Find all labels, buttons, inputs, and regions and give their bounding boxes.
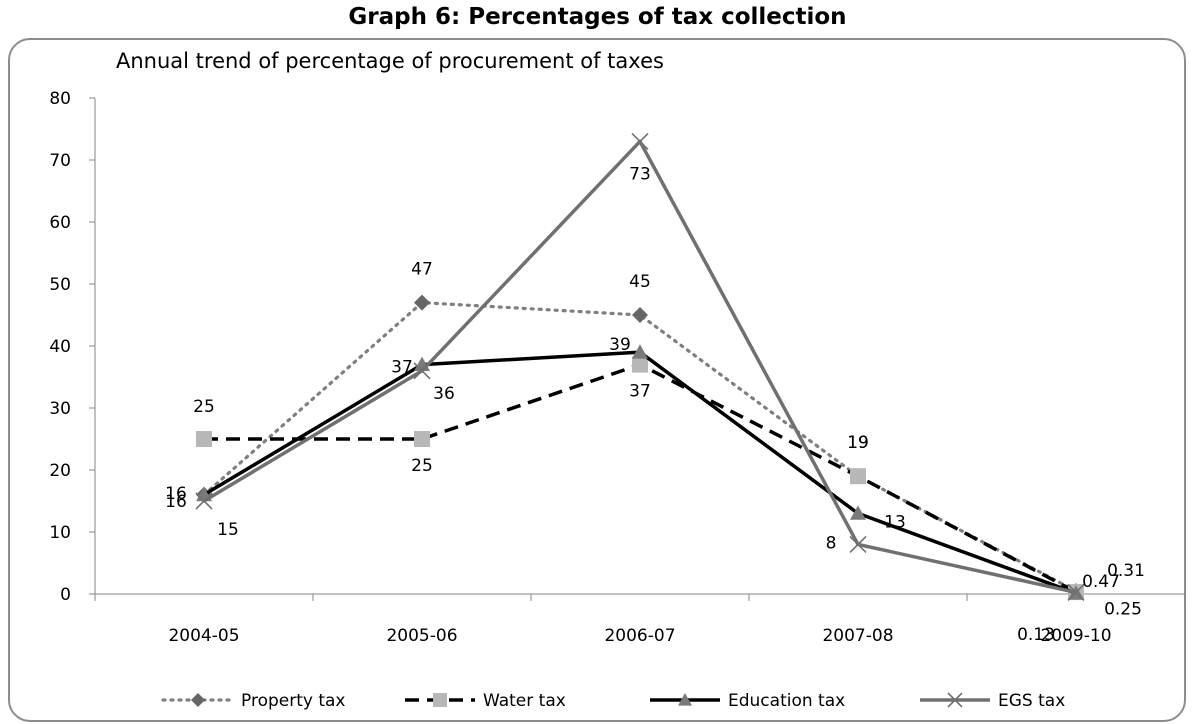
data-label: 45	[629, 272, 651, 292]
x-tick-label: 2006-07	[604, 626, 675, 646]
data-label: 0.47	[1082, 572, 1120, 592]
data-label: 37	[629, 382, 651, 402]
data-label: 19	[847, 433, 869, 453]
data-label: 37	[391, 358, 413, 378]
data-labels: 164745190.47252537190.31163739130.131536…	[165, 164, 1145, 645]
y-tick-label: 20	[49, 461, 71, 481]
legend-item: Education tax	[650, 691, 845, 711]
y-tick-label: 80	[49, 89, 71, 109]
legend: Property tax Water tax Education tax EGS ta…	[161, 691, 1065, 711]
legend-marker	[191, 693, 205, 707]
legend-marker	[947, 692, 963, 708]
y-tick-label: 40	[49, 337, 71, 357]
data-label: 8	[826, 533, 837, 553]
data-point	[195, 492, 213, 510]
legend-item: Water tax	[405, 691, 566, 711]
legend-item: Property tax	[161, 691, 345, 711]
data-label: 0.25	[1104, 599, 1142, 619]
x-tick-label: 2007-08	[822, 626, 893, 646]
data-label: 13	[884, 512, 906, 532]
data-label: 15	[217, 520, 239, 540]
y-tick-label: 50	[49, 275, 71, 295]
y-tick-label: 0	[60, 585, 71, 605]
data-label: 47	[411, 260, 433, 280]
data-label: 39	[609, 335, 631, 355]
data-point	[849, 535, 867, 553]
data-label: 0.13	[1017, 625, 1055, 645]
data-point	[632, 356, 648, 373]
page-heading: Graph 6: Percentages of tax collection	[348, 4, 847, 30]
data-point	[632, 344, 648, 359]
x-tick-label: 2009-10	[1040, 626, 1111, 646]
legend-marker	[678, 693, 692, 706]
data-label: 16	[165, 484, 187, 504]
y-tick-label: 30	[49, 399, 71, 419]
data-point	[414, 431, 430, 447]
data-label: 16	[165, 492, 187, 512]
data-label: 19	[847, 433, 869, 453]
x-tick-label: 2005-06	[386, 626, 457, 646]
y-tick-label: 70	[49, 151, 71, 171]
data-point	[632, 307, 648, 323]
data-label: 36	[433, 384, 455, 404]
series-line-0	[202, 301, 1078, 593]
legend-label: Education tax	[728, 691, 845, 711]
data-point	[413, 362, 431, 380]
y-tick-label: 10	[49, 523, 71, 543]
data-label: 25	[193, 397, 215, 417]
data-point	[631, 132, 649, 150]
legend-label: Property tax	[241, 691, 345, 711]
y-tick-label: 60	[49, 213, 71, 233]
data-point	[196, 431, 212, 447]
data-point	[850, 468, 866, 485]
data-label: 25	[411, 456, 433, 476]
chart-title: Annual trend of percentage of procuremen…	[116, 49, 664, 73]
data-label: 0.31	[1107, 561, 1145, 581]
data-point	[1067, 583, 1085, 602]
series-layer	[195, 132, 1085, 602]
legend-label: Water tax	[483, 691, 566, 711]
data-label: 73	[629, 164, 651, 184]
legend-label: EGS tax	[998, 691, 1065, 711]
x-tick-label: 2004-05	[168, 626, 239, 646]
data-point	[414, 294, 430, 311]
data-point	[850, 505, 866, 520]
axes: 0 10 20 30 40 50 60 70 80 2004-05 2005-06 2006-07 20…	[49, 89, 1186, 646]
legend-marker	[433, 693, 447, 707]
legend-item: EGS tax	[920, 691, 1065, 711]
